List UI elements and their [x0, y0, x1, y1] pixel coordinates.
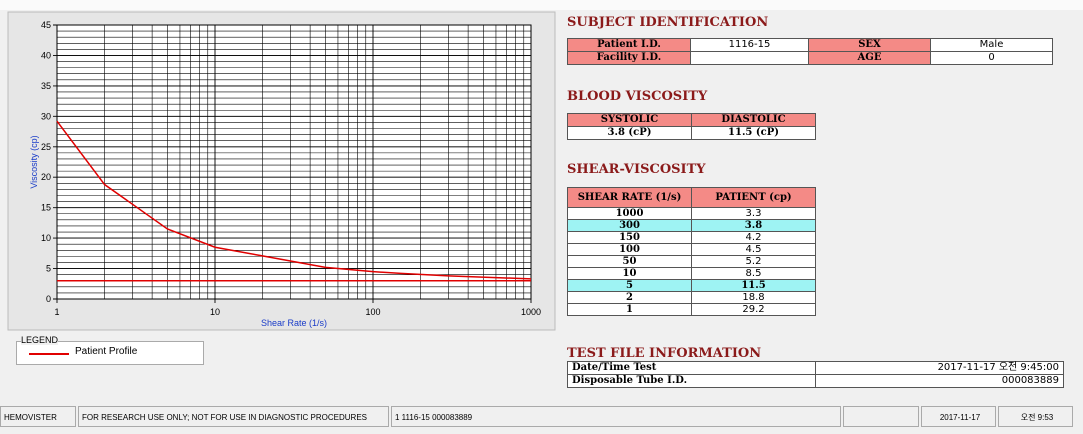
- status-cell: 오전 9:53: [998, 406, 1073, 427]
- y-tick-label: 45: [41, 20, 51, 30]
- table-cell: 3.3: [691, 207, 816, 220]
- table-row: 5 11.5: [567, 279, 816, 292]
- x-tick-label: 1: [54, 307, 59, 317]
- legend-box: LEGEND Patient Profile: [16, 335, 204, 365]
- table-cell: 8.5: [691, 267, 816, 280]
- table-cell: SEX: [808, 38, 931, 52]
- table-row: SYSTOLIC DIASTOLIC: [567, 113, 816, 127]
- data-line: [56, 120, 532, 280]
- table-cell: Male: [930, 38, 1053, 52]
- section-title: TEST FILE INFORMATION: [567, 346, 762, 361]
- top-strip: [0, 0, 1083, 10]
- table-cell: 29.2: [691, 303, 816, 316]
- table-row: 3.8 (cP) 11.5 (cP): [567, 126, 816, 140]
- table-row: 100 4.5: [567, 243, 816, 256]
- section-title: BLOOD VISCOSITY: [567, 89, 708, 104]
- table-cell: 3.8 (cP): [567, 126, 692, 140]
- chart: Shear Rate (1/s) Viscosity (cp) 0 5 10 15 20…: [7, 11, 556, 331]
- table-row: 50 5.2: [567, 255, 816, 268]
- section-title: SUBJECT IDENTIFICATION: [567, 15, 769, 30]
- table-row: SHEAR RATE (1/s) PATIENT (cp): [567, 187, 816, 208]
- table-cell: 11.5: [691, 279, 816, 292]
- x-tick-label: 1000: [521, 307, 541, 317]
- status-cell: [843, 406, 919, 427]
- plot-area: [56, 24, 532, 300]
- table-cell: [690, 51, 809, 65]
- table-cell: 300: [567, 219, 692, 232]
- table-cell: SHEAR RATE (1/s): [567, 187, 692, 208]
- legend-swatch: [29, 353, 69, 355]
- table-row: Disposable Tube I.D. 000083889: [567, 374, 1064, 388]
- table-cell: 4.2: [691, 231, 816, 244]
- y-tick-label: 40: [41, 50, 51, 60]
- table-row: Facility I.D. AGE 0: [567, 51, 1053, 65]
- y-tick-label: 30: [41, 111, 51, 121]
- x-tick-label: 100: [365, 307, 380, 317]
- table-cell: Facility I.D.: [567, 51, 691, 65]
- table-cell: 4.5: [691, 243, 816, 256]
- table-cell: 5: [567, 279, 692, 292]
- y-tick-label: 10: [41, 233, 51, 243]
- table-cell: Patient I.D.: [567, 38, 691, 52]
- x-tick-label: 10: [210, 307, 220, 317]
- table-cell: 50: [567, 255, 692, 268]
- y-tick-label: 25: [41, 142, 51, 152]
- section-title: SHEAR-VISCOSITY: [567, 162, 706, 177]
- table-cell: 11.5 (cP): [691, 126, 816, 140]
- table-row: 150 4.2: [567, 231, 816, 244]
- y-tick-label: 0: [46, 294, 51, 304]
- table-cell: AGE: [808, 51, 931, 65]
- table-row: 300 3.8: [567, 219, 816, 232]
- table-cell: 2017-11-17 오전 9:45:00: [815, 361, 1064, 375]
- y-axis-label: Viscosity (cp): [29, 135, 39, 188]
- table-cell: Date/Time Test: [567, 361, 816, 375]
- table-cell: 5.2: [691, 255, 816, 268]
- status-cell: 1 1116-15 000083889: [391, 406, 841, 427]
- table-cell: 0: [930, 51, 1053, 65]
- table-cell: 1116-15: [690, 38, 809, 52]
- table-row: Patient I.D. 1116-15 SEX Male: [567, 38, 1053, 52]
- legend-label: Patient Profile: [75, 346, 138, 357]
- x-axis-label: Shear Rate (1/s): [261, 318, 327, 328]
- y-tick-label: 35: [41, 81, 51, 91]
- test-file-table: Date/Time Test 2017-11-17 오전 9:45:00 Dispo…: [567, 361, 1064, 388]
- table-cell: PATIENT (cp): [691, 187, 816, 208]
- shear-table: SHEAR RATE (1/s) PATIENT (cp) 1000 3.3 300 3.…: [567, 187, 816, 316]
- table-row: 10 8.5: [567, 267, 816, 280]
- table-row: 1000 3.3: [567, 207, 816, 220]
- table-cell: 18.8: [691, 291, 816, 304]
- table-cell: 3.8: [691, 219, 816, 232]
- table-cell: 2: [567, 291, 692, 304]
- y-tick-label: 15: [41, 203, 51, 213]
- table-cell: Disposable Tube I.D.: [567, 374, 816, 388]
- status-cell: FOR RESEARCH USE ONLY; NOT FOR USE IN DI…: [78, 406, 389, 427]
- table-row: 2 18.8: [567, 291, 816, 304]
- table-cell: SYSTOLIC: [567, 113, 692, 127]
- table-cell: DIASTOLIC: [691, 113, 816, 127]
- y-tick-label: 5: [46, 264, 51, 274]
- blood-table: SYSTOLIC DIASTOLIC 3.8 (cP) 11.5 (cP): [567, 113, 816, 140]
- table-cell: 1000: [567, 207, 692, 220]
- status-cell: HEMOVISTER: [0, 406, 76, 427]
- table-cell: 1: [567, 303, 692, 316]
- table-row: 1 29.2: [567, 303, 816, 316]
- table-cell: 10: [567, 267, 692, 280]
- table-row: Date/Time Test 2017-11-17 오전 9:45:00: [567, 361, 1064, 375]
- subject-table: Patient I.D. 1116-15 SEX Male Facility I.D. A…: [567, 38, 1053, 65]
- legend-title: LEGEND: [21, 335, 59, 345]
- status-cell: 2017-11-17: [921, 406, 996, 427]
- table-cell: 150: [567, 231, 692, 244]
- table-cell: 100: [567, 243, 692, 256]
- table-cell: 000083889: [815, 374, 1064, 388]
- y-tick-label: 20: [41, 172, 51, 182]
